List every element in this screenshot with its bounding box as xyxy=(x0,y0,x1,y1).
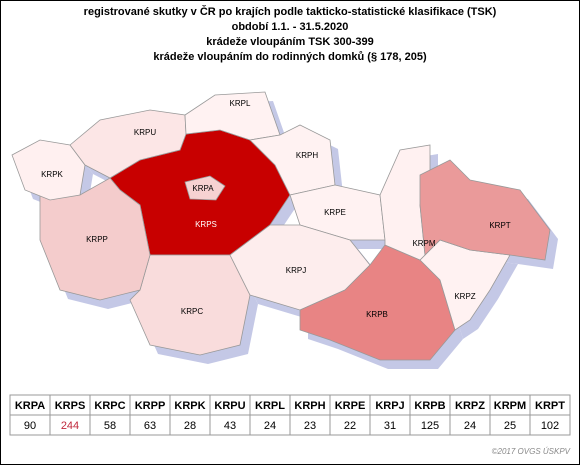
header-text: KRPK xyxy=(174,400,205,412)
region-label: KRPM xyxy=(412,239,435,248)
value-text: 63 xyxy=(144,420,156,432)
header-text: KRPT xyxy=(535,400,565,412)
title-line: období 1.1. - 31.5.2020 xyxy=(232,21,349,33)
value-text: 102 xyxy=(541,420,559,432)
value-text: 43 xyxy=(224,420,236,432)
region xyxy=(184,175,226,201)
header-text: KRPB xyxy=(414,400,445,412)
header-text: KRPZ xyxy=(455,400,485,412)
header-text: KRPL xyxy=(255,400,285,412)
region-label: KRPB xyxy=(366,310,388,319)
header-text: KRPE xyxy=(335,400,366,412)
header-text: KRPU xyxy=(214,400,245,412)
value-text: 23 xyxy=(304,420,316,432)
region xyxy=(419,159,551,261)
region-label: KRPK xyxy=(41,170,63,179)
table: KRPA 90 KRPS 244 KRPC 58 KRPP 63 KRPK 28 KRPU 43 KRP… xyxy=(9,394,571,436)
value-text: 28 xyxy=(184,420,196,432)
value-text: 24 xyxy=(264,420,276,432)
value-text: 22 xyxy=(344,420,356,432)
region-label: KRPC xyxy=(181,307,203,316)
region-label: KRPP xyxy=(86,235,108,244)
region-label: KRPE xyxy=(324,208,346,217)
footer: ©2017 OVGS ÚSKPV xyxy=(492,447,571,456)
region-label: KRPH xyxy=(296,151,318,160)
header-text: KRPS xyxy=(55,400,86,412)
header-text: KRPM xyxy=(494,400,526,412)
value-text: 58 xyxy=(104,420,116,432)
header-text: KRPH xyxy=(294,400,325,412)
value-text: 25 xyxy=(504,420,516,432)
title-line: registrované skutky v ČR po krajích podl… xyxy=(84,5,497,18)
title-line: krádeže vloupáním do rodinných domků (§ … xyxy=(153,51,427,63)
region xyxy=(39,177,151,301)
region xyxy=(129,254,251,356)
header-text: KRPP xyxy=(135,400,166,412)
value-text: 244 xyxy=(61,420,79,432)
region xyxy=(299,244,456,361)
region-label: KRPZ xyxy=(454,292,475,301)
region-label: KRPS xyxy=(195,220,217,229)
value-text: 90 xyxy=(24,420,36,432)
value-text: 31 xyxy=(384,420,396,432)
header-text: KRPC xyxy=(94,400,125,412)
value-text: 24 xyxy=(464,420,476,432)
value-text: 125 xyxy=(421,420,439,432)
region-label: KRPJ xyxy=(286,266,306,275)
title-line: krádeže vloupáním TSK 300-399 xyxy=(206,36,374,48)
region-label: KRPT xyxy=(489,221,510,230)
region xyxy=(249,124,336,196)
region-label: KRPU xyxy=(134,128,156,137)
region xyxy=(69,109,187,179)
region-label: KRPL xyxy=(230,99,251,108)
header-text: KRPJ xyxy=(375,400,404,412)
region-label: KRPA xyxy=(192,184,214,193)
region xyxy=(11,139,86,201)
map: KRPS KRPC KRPP KRPK KRPU KRPL KRPH KRPE KRPJ KRPB… xyxy=(11,91,551,361)
value-cell xyxy=(529,414,571,436)
header-text: KRPA xyxy=(15,400,45,412)
